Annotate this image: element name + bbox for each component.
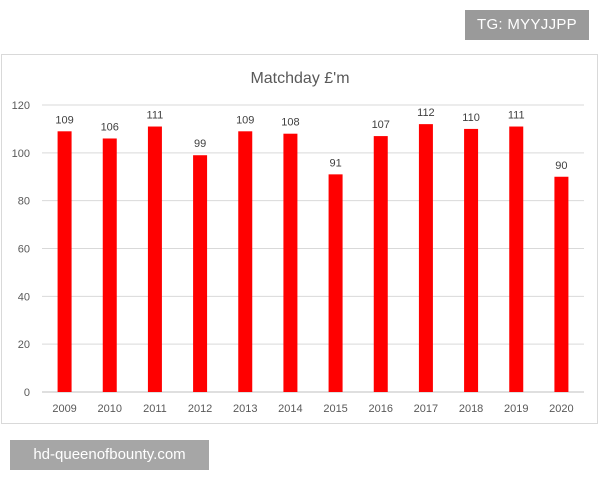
data-label: 108 [281,117,299,129]
x-tick-label: 2015 [323,403,347,415]
data-labels: 109 106 111 99 109 108 91 107 112 110 111 90 [55,107,567,172]
bar [418,124,433,392]
bar [57,131,72,392]
x-axis-ticks: 2009 2010 2011 2012 2013 2014 2015 2016 2017 2018… [52,403,573,415]
chart-frame [1,54,598,424]
x-tick-label: 2012 [188,403,212,415]
data-label: 99 [194,138,206,150]
x-tick-label: 2013 [233,403,257,415]
chart-title: Matchday £'m [250,70,349,87]
x-tick-label: 2017 [414,403,438,415]
watermark-bottom: hd-queenofbounty.com [10,440,209,470]
y-tick-label: 120 [12,100,30,112]
x-tick-label: 2019 [504,403,528,415]
bar [509,126,524,393]
x-tick-label: 2018 [459,403,483,415]
bar [283,133,298,392]
x-tick-label: 2016 [369,403,393,415]
watermark-top: TG: MYYJJPP [465,10,589,40]
data-label: 90 [555,160,567,172]
x-tick-label: 2014 [278,403,302,415]
data-label: 111 [147,110,164,122]
data-label: 109 [55,114,73,126]
data-label: 91 [329,157,341,169]
bar [554,176,569,392]
grid-lines [42,104,584,393]
y-tick-label: 40 [18,291,30,303]
bar [373,136,388,392]
bar [193,155,208,392]
data-label: 106 [101,121,119,133]
x-tick-label: 2009 [52,403,76,415]
bar [147,126,162,393]
x-tick-label: 2010 [98,403,122,415]
data-label: 112 [417,107,435,119]
data-label: 111 [508,110,525,122]
y-axis-ticks: 0 20 40 60 80 100 120 [12,100,30,399]
y-tick-label: 20 [18,339,30,351]
x-tick-label: 2020 [549,403,573,415]
y-tick-label: 60 [18,244,30,256]
bar [238,131,253,392]
bars [57,124,569,393]
bar [102,138,117,392]
y-tick-label: 0 [24,387,30,399]
bar [464,128,479,392]
y-tick-label: 100 [12,148,30,160]
data-label: 107 [372,119,390,131]
y-tick-label: 80 [18,196,30,208]
data-label: 109 [236,114,254,126]
x-tick-label: 2011 [143,403,167,415]
data-label: 110 [462,112,480,124]
bar [328,174,343,392]
